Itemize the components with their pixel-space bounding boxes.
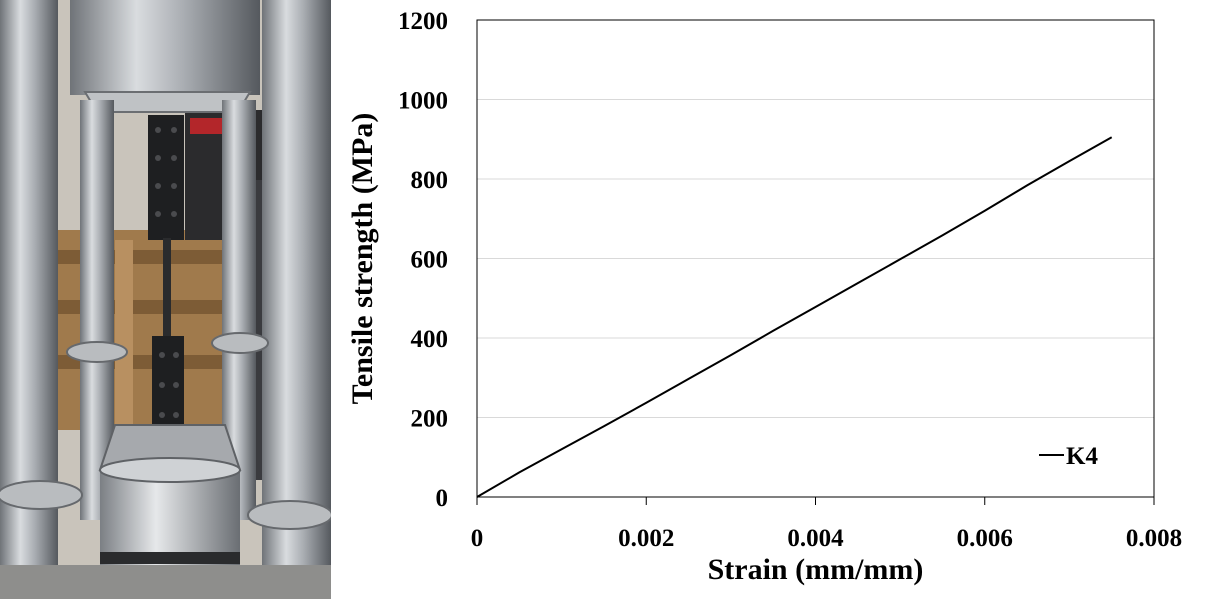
y-tick-label: 1000 [398,88,448,115]
test-machine-illustration [0,0,333,599]
tick-labels: 0 200 400 600 800 1000 1200 0 0.002 0.004 0.006 0.0… [398,8,1182,552]
x-axis-ticks [476,497,1155,505]
tensile-chart: 0 200 400 600 800 1000 1200 0 0.002 0.004 0.006 0.0… [331,0,1205,599]
y-tick-label: 200 [411,406,449,433]
y-tick-label: 600 [411,247,449,274]
x-axis-title: Strain (mm/mm) [708,553,924,586]
x-tick-label: 0.002 [618,525,674,552]
y-tick-label: 800 [411,167,449,194]
legend-label-k4: K4 [1066,443,1098,470]
legend: K4 [1039,443,1098,470]
gridlines [477,99,1154,418]
x-tick-label: 0.008 [1126,525,1182,552]
y-tick-label: 0 [436,485,449,512]
x-tick-label: 0 [471,525,484,552]
series-lines [476,136,1113,498]
tensile-test-photo [0,0,333,599]
x-tick-label: 0.006 [957,525,1013,552]
x-tick-label: 0.004 [787,525,844,552]
series-line-k4 [476,136,1113,498]
y-axis-title: Tensile strength (MPa) [346,113,379,405]
chart-canvas: 0 200 400 600 800 1000 1200 0 0.002 0.004 0.006 0.0… [346,8,1182,586]
y-tick-label: 1200 [398,8,448,35]
y-tick-label: 400 [411,326,449,353]
